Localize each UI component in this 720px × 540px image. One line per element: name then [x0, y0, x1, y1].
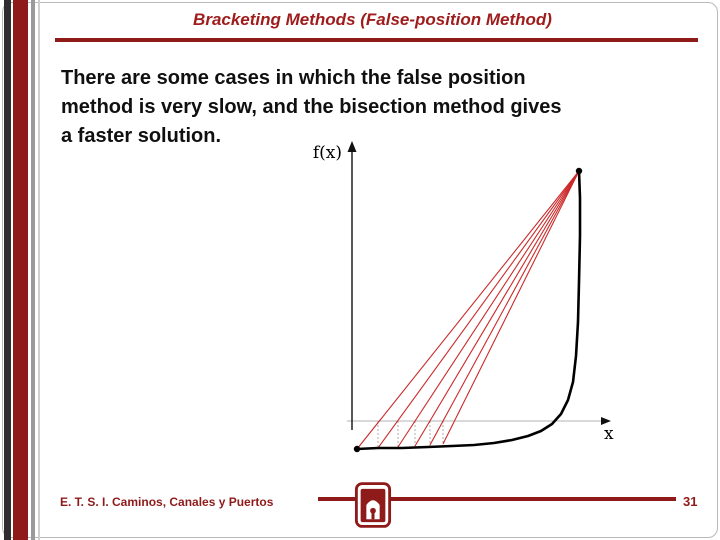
- page-number: 31: [683, 494, 698, 509]
- body-line: a faster solution.: [61, 125, 222, 147]
- body-line: There are some cases in which the false …: [61, 67, 526, 89]
- title-underline: [55, 38, 698, 42]
- left-accent-bar-dark: [4, 0, 11, 540]
- footer-rule: [318, 497, 676, 501]
- body-line: method is very slow, and the bisection m…: [61, 96, 562, 118]
- footer-institution: E. T. S. I. Caminos, Canales y Puertos: [60, 495, 274, 509]
- left-accent-bar-light: [38, 0, 40, 540]
- body-paragraph: There are some cases in which the false …: [61, 64, 686, 151]
- slide-title: Bracketing Methods (False-position Metho…: [193, 10, 552, 29]
- school-logo-icon: [354, 482, 392, 528]
- left-accent-bar-gray: [31, 0, 35, 540]
- left-accent-bar-maroon: [13, 0, 28, 540]
